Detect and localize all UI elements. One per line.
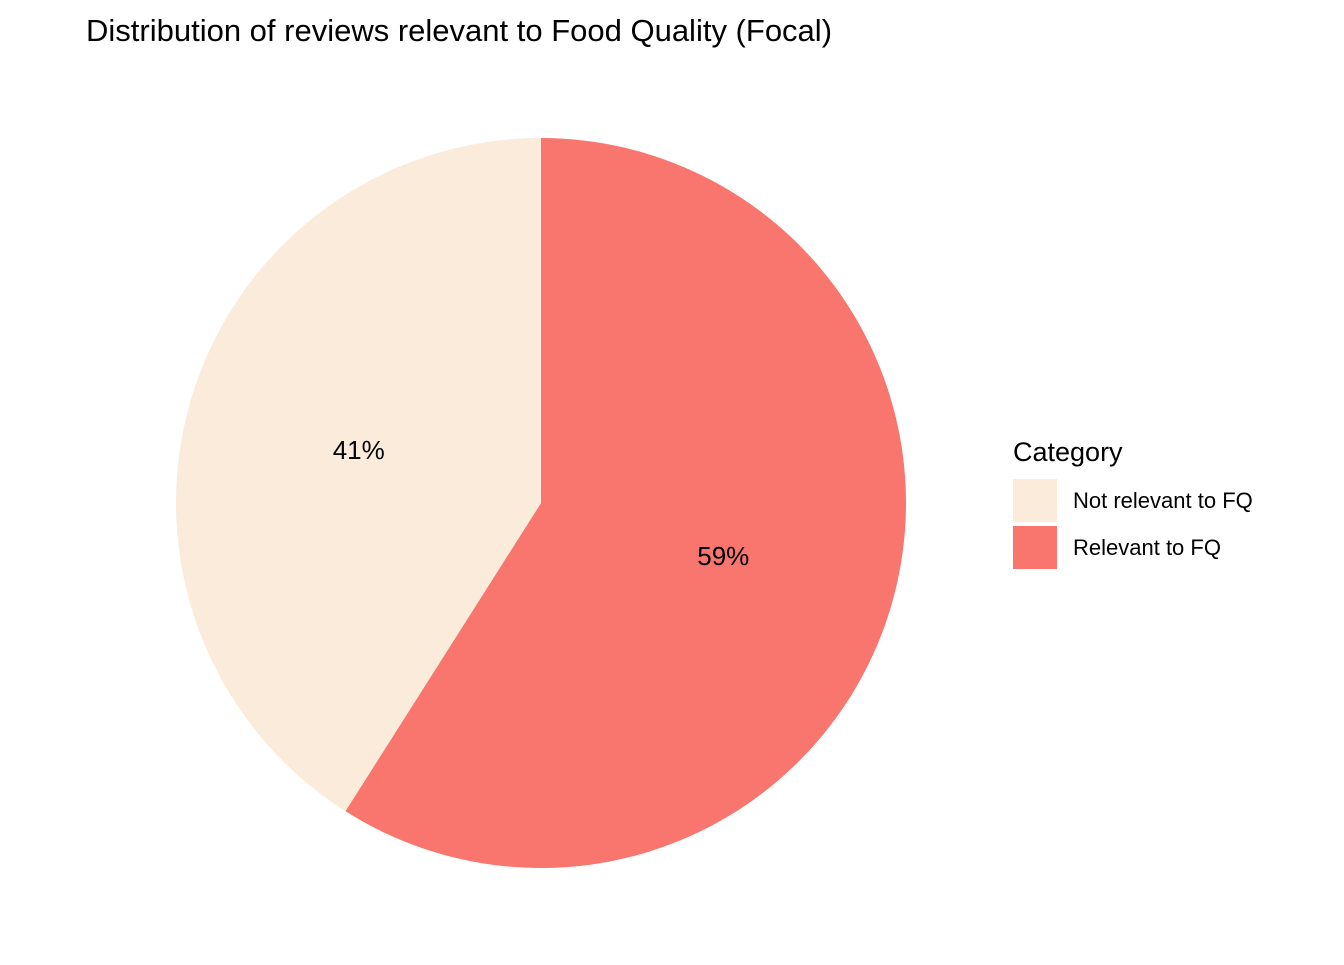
chart-title: Distribution of reviews relevant to Food… bbox=[86, 13, 832, 48]
pie-slices bbox=[176, 138, 906, 868]
pie-slice-label: 59% bbox=[697, 541, 749, 571]
legend-title: Category bbox=[1013, 437, 1123, 467]
pie-slice-label: 41% bbox=[333, 435, 385, 465]
legend: Category Not relevant to FQ Relevant to F… bbox=[1013, 437, 1253, 569]
pie-slice-not-relevant-to-fq bbox=[176, 138, 541, 812]
legend-swatch bbox=[1013, 479, 1057, 522]
pie-slice-relevant-to-fq bbox=[345, 138, 906, 868]
legend-swatch bbox=[1013, 526, 1057, 569]
legend-entry-label: Relevant to FQ bbox=[1073, 535, 1221, 560]
pie-slice-labels: 59% 41% bbox=[333, 435, 750, 571]
legend-entry-label: Not relevant to FQ bbox=[1073, 488, 1253, 513]
